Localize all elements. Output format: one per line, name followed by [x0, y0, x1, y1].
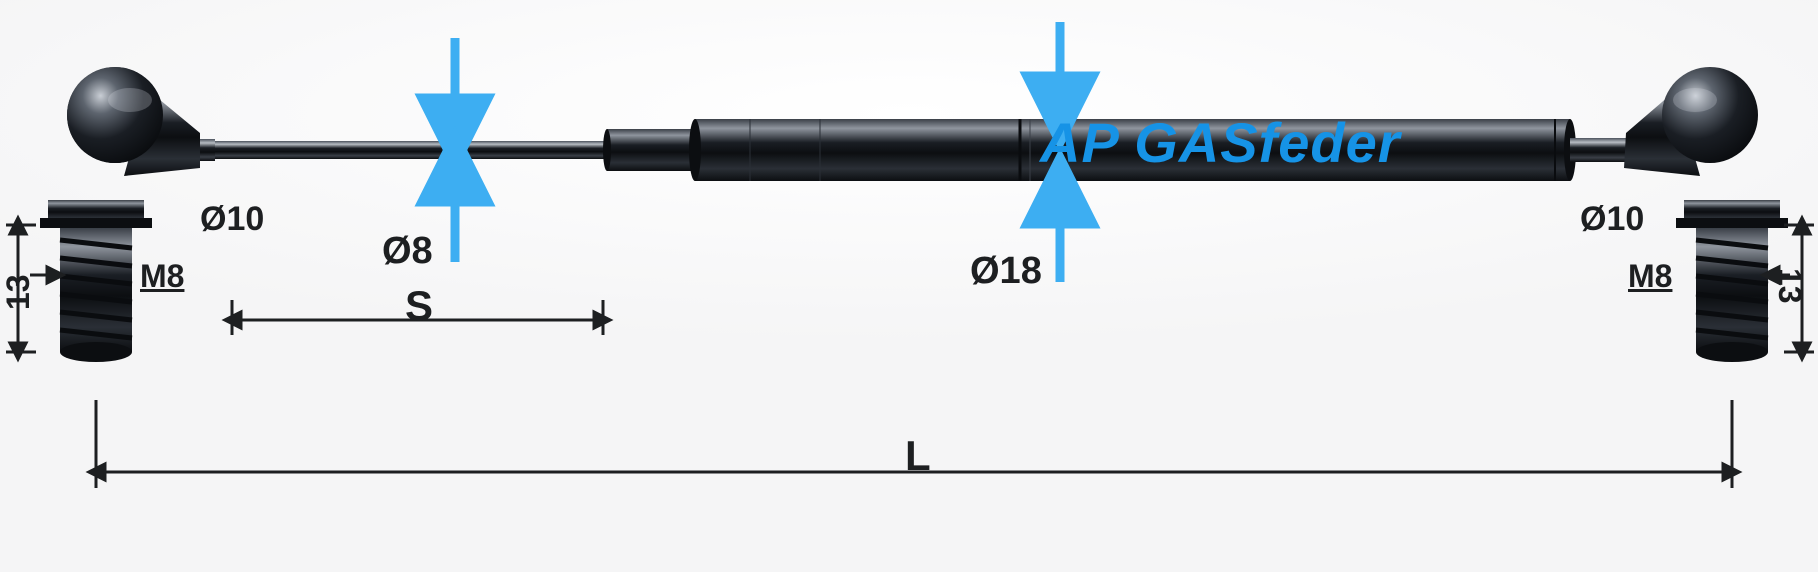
thread-left-label: M8: [140, 258, 184, 295]
cylinder-diameter-label: Ø18: [970, 250, 1042, 293]
stroke-length-label: S: [405, 282, 433, 330]
stud-left: [40, 200, 152, 362]
overall-length-label: L: [905, 432, 931, 480]
ball-diameter-left-label: Ø10: [200, 200, 264, 239]
stud-length-left-label: 13: [0, 274, 37, 310]
rod-diameter-label: Ø8: [382, 230, 433, 273]
thread-right-label: M8: [1628, 258, 1672, 295]
brand-text: AP GASfeder: [1040, 110, 1401, 175]
drawing-svg: [0, 0, 1818, 572]
stud-length-right-label: 13: [1771, 268, 1808, 304]
technical-drawing: Ø10 Ø10 Ø8 Ø18 M8 M8 S L 13 13 AP GASfed…: [0, 0, 1818, 572]
ball-diameter-right-label: Ø10: [1580, 200, 1644, 239]
